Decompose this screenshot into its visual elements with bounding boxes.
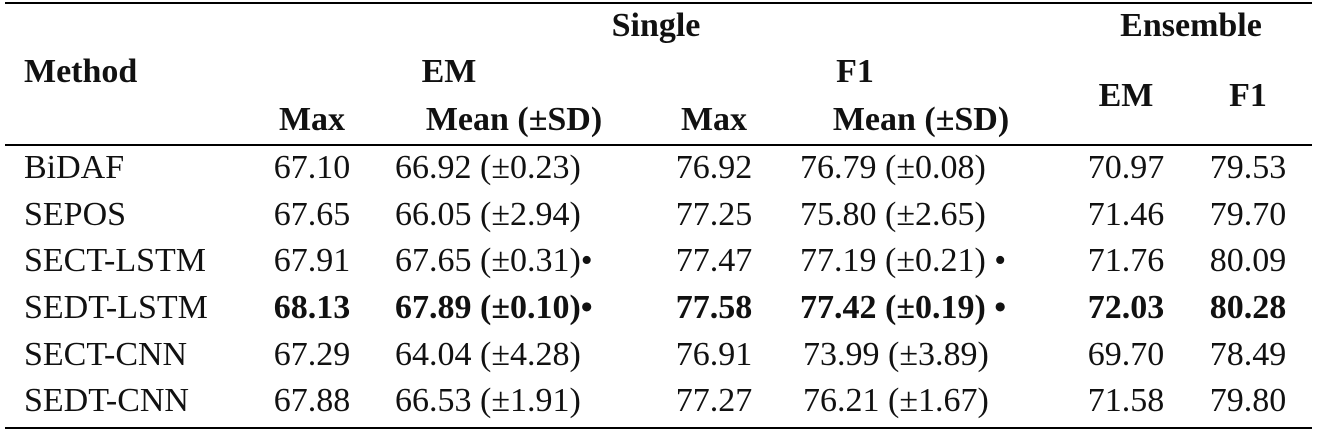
cell-method: SEDT-LSTM <box>24 289 208 326</box>
cell-em-mean: 66.53 (±1.91) <box>395 382 581 419</box>
cell-ensemble-em: 71.76 <box>1087 242 1165 279</box>
cell-em-mean: 66.05 (±2.94) <box>395 196 581 233</box>
cell-ensemble-f1: 79.70 <box>1209 196 1287 233</box>
cell-em-mean: 64.04 (±4.28) <box>395 336 581 373</box>
cell-f1-max: 77.27 <box>675 382 753 419</box>
cell-em-max: 67.91 <box>273 242 351 279</box>
header-em-max: Max <box>278 101 346 138</box>
cell-f1-mean: 75.80 (±2.65) <box>800 196 986 233</box>
mid-rule <box>5 144 1312 146</box>
top-rule <box>5 2 1312 4</box>
header-ensemble-f1: F1 <box>1229 77 1267 114</box>
header-em: EM <box>421 53 477 90</box>
cell-f1-max: 77.58 <box>675 289 753 326</box>
cell-f1-max: 76.92 <box>675 149 753 186</box>
cell-em-mean: 67.89 (±0.10)• <box>395 289 593 326</box>
header-ensemble: Ensemble <box>1120 7 1262 44</box>
cell-f1-mean: 73.99 (±3.89) <box>803 336 989 373</box>
cell-ensemble-f1: 79.80 <box>1209 382 1287 419</box>
header-f1-mean: Mean (±SD) <box>832 101 1010 138</box>
cell-ensemble-f1: 80.28 <box>1209 289 1287 326</box>
cell-ensemble-em: 71.46 <box>1087 196 1165 233</box>
cell-ensemble-em: 71.58 <box>1087 382 1165 419</box>
cell-em-max: 67.29 <box>273 336 351 373</box>
cell-em-max: 67.65 <box>273 196 351 233</box>
header-f1-max: Max <box>680 101 748 138</box>
header-f1: F1 <box>836 53 874 90</box>
cell-method: SEPOS <box>24 196 127 233</box>
cell-ensemble-em: 70.97 <box>1087 149 1165 186</box>
cell-method: SECT-LSTM <box>24 242 207 279</box>
cell-f1-mean: 77.19 (±0.21) • <box>800 242 1007 279</box>
bottom-rule <box>5 427 1312 429</box>
cell-em-max: 68.13 <box>273 289 351 326</box>
cell-method: SECT-CNN <box>24 336 188 373</box>
header-em-mean: Mean (±SD) <box>425 101 603 138</box>
cell-f1-max: 76.91 <box>675 336 753 373</box>
cell-ensemble-em: 72.03 <box>1087 289 1165 326</box>
cell-ensemble-f1: 79.53 <box>1209 149 1287 186</box>
header-method: Method <box>24 53 138 90</box>
cell-f1-mean: 76.21 (±1.67) <box>803 382 989 419</box>
cell-em-mean: 67.65 (±0.31)• <box>395 242 593 279</box>
cell-ensemble-em: 69.70 <box>1087 336 1165 373</box>
cell-f1-mean: 76.79 (±0.08) <box>800 149 986 186</box>
cell-f1-max: 77.47 <box>675 242 753 279</box>
cell-method: SEDT-CNN <box>24 382 189 419</box>
cell-f1-mean: 77.42 (±0.19) • <box>800 289 1007 326</box>
cell-em-max: 67.88 <box>273 382 351 419</box>
cell-f1-max: 77.25 <box>675 196 753 233</box>
cell-method: BiDAF <box>24 149 125 186</box>
cell-em-max: 67.10 <box>273 149 351 186</box>
cell-ensemble-f1: 78.49 <box>1209 336 1287 373</box>
cell-ensemble-f1: 80.09 <box>1209 242 1287 279</box>
header-single: Single <box>611 7 701 44</box>
header-ensemble-em: EM <box>1098 77 1154 114</box>
cell-em-mean: 66.92 (±0.23) <box>395 149 581 186</box>
